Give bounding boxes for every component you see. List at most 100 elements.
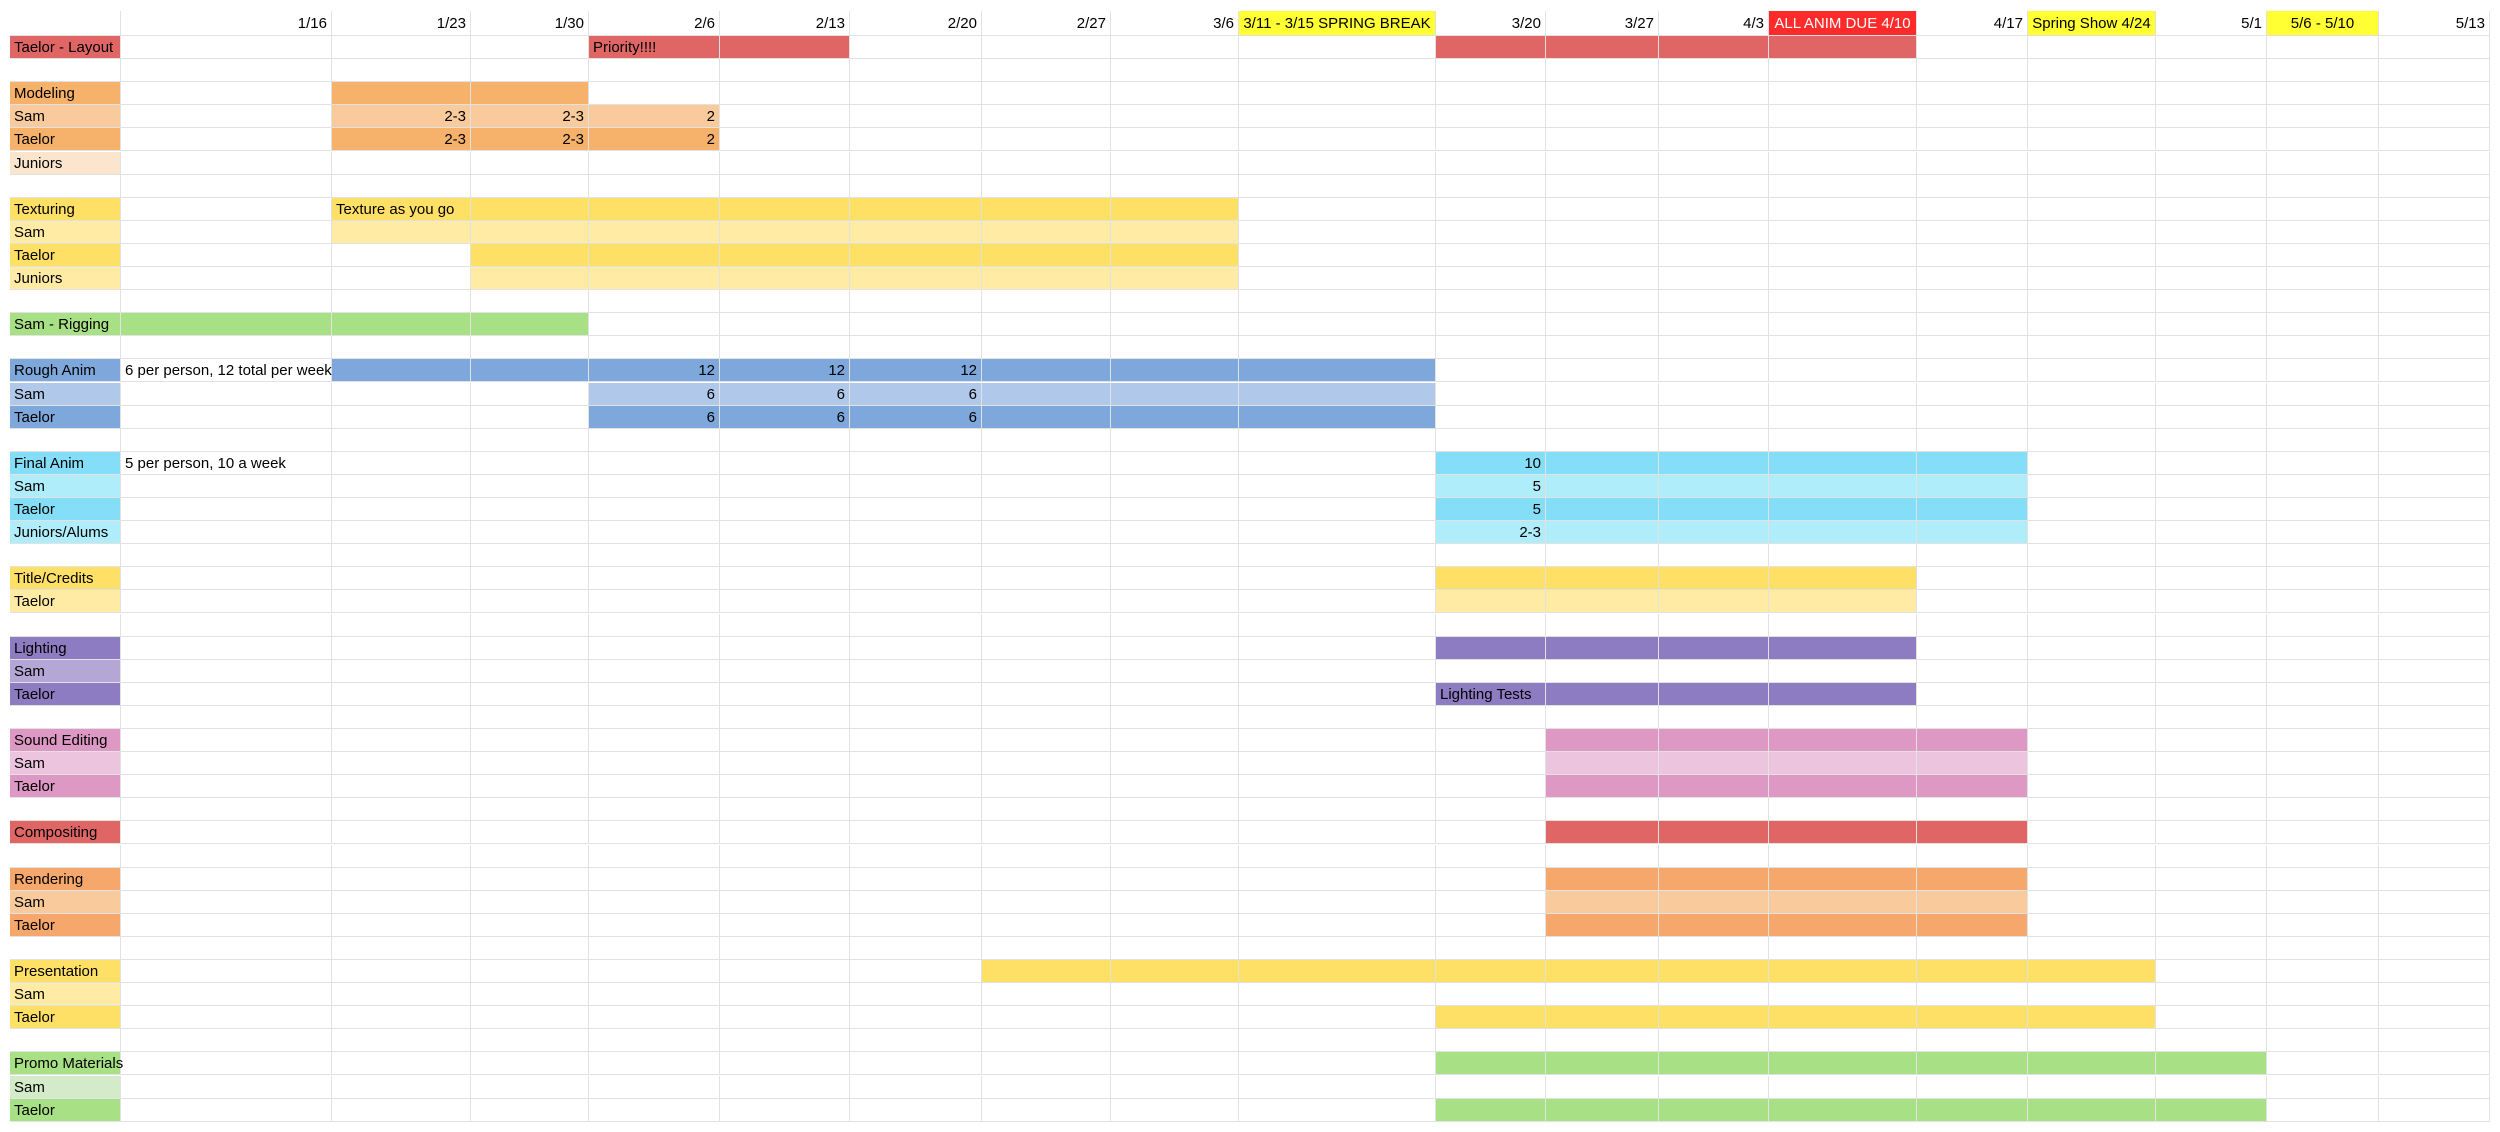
grid-cell[interactable] <box>1239 128 1436 152</box>
grid-cell[interactable] <box>1436 359 1546 383</box>
grid-cell[interactable] <box>2028 290 2156 314</box>
grid-cell[interactable] <box>121 36 332 60</box>
grid-cell[interactable] <box>1769 105 1917 129</box>
grid-cell[interactable] <box>2267 1098 2379 1122</box>
grid-cell[interactable] <box>1111 174 1239 198</box>
grid-cell[interactable] <box>332 913 471 937</box>
grid-cell[interactable] <box>1659 867 1769 891</box>
grid-cell[interactable] <box>720 890 850 914</box>
grid-cell[interactable] <box>1917 36 2028 60</box>
grid-cell[interactable] <box>1239 659 1436 683</box>
grid-cell[interactable] <box>720 705 850 729</box>
grid-cell[interactable] <box>1917 682 2028 706</box>
grid-cell[interactable] <box>982 243 1111 267</box>
grid-cell[interactable] <box>332 1006 471 1030</box>
row-label[interactable]: Taelor <box>10 1006 121 1030</box>
grid-cell[interactable] <box>720 867 850 891</box>
grid-cell[interactable] <box>2267 590 2379 614</box>
grid-cell[interactable] <box>1239 705 1436 729</box>
note-cell[interactable]: 5 per person, 10 a week <box>121 451 332 475</box>
grid-cell[interactable] <box>2156 544 2267 568</box>
grid-cell[interactable] <box>332 474 471 498</box>
grid-cell[interactable] <box>2267 405 2379 429</box>
grid-cell[interactable] <box>1111 36 1239 60</box>
grid-cell[interactable] <box>1239 359 1436 383</box>
grid-cell[interactable] <box>471 243 589 267</box>
grid-cell[interactable] <box>589 290 720 314</box>
grid-cell[interactable] <box>1769 890 1917 914</box>
grid-cell[interactable] <box>1239 636 1436 660</box>
grid-cell[interactable] <box>589 752 720 776</box>
grid-cell[interactable] <box>1659 821 1769 845</box>
grid-cell[interactable] <box>720 798 850 822</box>
grid-cell[interactable] <box>2028 151 2156 175</box>
grid-cell[interactable] <box>589 567 720 591</box>
row-label[interactable]: Juniors <box>10 151 121 175</box>
grid-cell[interactable] <box>589 798 720 822</box>
grid-cell[interactable] <box>1239 428 1436 452</box>
grid-cell[interactable] <box>1436 220 1546 244</box>
grid-cell[interactable] <box>1917 174 2028 198</box>
grid-cell[interactable] <box>1659 544 1769 568</box>
grid-cell[interactable] <box>1546 359 1659 383</box>
grid-cell[interactable] <box>332 36 471 60</box>
grid-cell[interactable] <box>332 243 471 267</box>
grid-cell[interactable] <box>2028 359 2156 383</box>
grid-cell[interactable] <box>121 1006 332 1030</box>
column-header[interactable]: 2/6 <box>589 11 720 36</box>
grid-cell[interactable] <box>2379 983 2490 1007</box>
grid-cell[interactable] <box>2379 798 2490 822</box>
grid-cell[interactable] <box>471 1006 589 1030</box>
grid-cell[interactable] <box>1239 498 1436 522</box>
grid-cell[interactable] <box>2028 451 2156 475</box>
grid-cell[interactable] <box>1436 590 1546 614</box>
grid-cell[interactable] <box>2379 151 2490 175</box>
grid-cell[interactable] <box>1769 567 1917 591</box>
grid-cell[interactable] <box>1546 521 1659 545</box>
grid-cell[interactable] <box>2267 359 2379 383</box>
value-cell[interactable]: 2-3 <box>471 105 589 129</box>
grid-cell[interactable] <box>471 775 589 799</box>
grid-cell[interactable] <box>720 913 850 937</box>
grid-cell[interactable] <box>589 705 720 729</box>
grid-cell[interactable] <box>1436 267 1546 291</box>
grid-cell[interactable] <box>589 983 720 1007</box>
grid-cell[interactable] <box>1769 682 1917 706</box>
grid-cell[interactable] <box>121 59 332 83</box>
grid-cell[interactable] <box>1659 960 1769 984</box>
value-cell[interactable]: 2-3 <box>1436 521 1546 545</box>
grid-cell[interactable] <box>2156 498 2267 522</box>
grid-cell[interactable] <box>1111 313 1239 337</box>
grid-cell[interactable] <box>1111 983 1239 1007</box>
grid-cell[interactable] <box>2028 1006 2156 1030</box>
grid-cell[interactable] <box>982 567 1111 591</box>
grid-cell[interactable] <box>2267 1029 2379 1053</box>
grid-cell[interactable] <box>332 1075 471 1099</box>
value-cell[interactable]: 12 <box>720 359 850 383</box>
grid-cell[interactable] <box>1546 290 1659 314</box>
grid-cell[interactable] <box>1917 705 2028 729</box>
grid-cell[interactable] <box>1659 36 1769 60</box>
grid-cell[interactable] <box>471 267 589 291</box>
grid-cell[interactable] <box>850 428 982 452</box>
grid-cell[interactable] <box>589 590 720 614</box>
grid-cell[interactable] <box>1659 798 1769 822</box>
grid-cell[interactable] <box>589 474 720 498</box>
grid-cell[interactable] <box>1546 752 1659 776</box>
grid-cell[interactable] <box>1436 428 1546 452</box>
grid-cell[interactable] <box>1546 544 1659 568</box>
grid-cell[interactable] <box>1436 82 1546 106</box>
grid-cell[interactable] <box>2156 1006 2267 1030</box>
grid-cell[interactable] <box>1659 983 1769 1007</box>
grid-cell[interactable] <box>1659 521 1769 545</box>
grid-cell[interactable] <box>1111 59 1239 83</box>
grid-cell[interactable] <box>850 613 982 637</box>
row-label[interactable]: Sam <box>10 220 121 244</box>
grid-cell[interactable] <box>1239 59 1436 83</box>
grid-cell[interactable] <box>1546 1029 1659 1053</box>
grid-cell[interactable] <box>2028 36 2156 60</box>
grid-cell[interactable] <box>332 267 471 291</box>
grid-cell[interactable] <box>121 1029 332 1053</box>
grid-cell[interactable] <box>1917 844 2028 868</box>
grid-cell[interactable] <box>1769 220 1917 244</box>
